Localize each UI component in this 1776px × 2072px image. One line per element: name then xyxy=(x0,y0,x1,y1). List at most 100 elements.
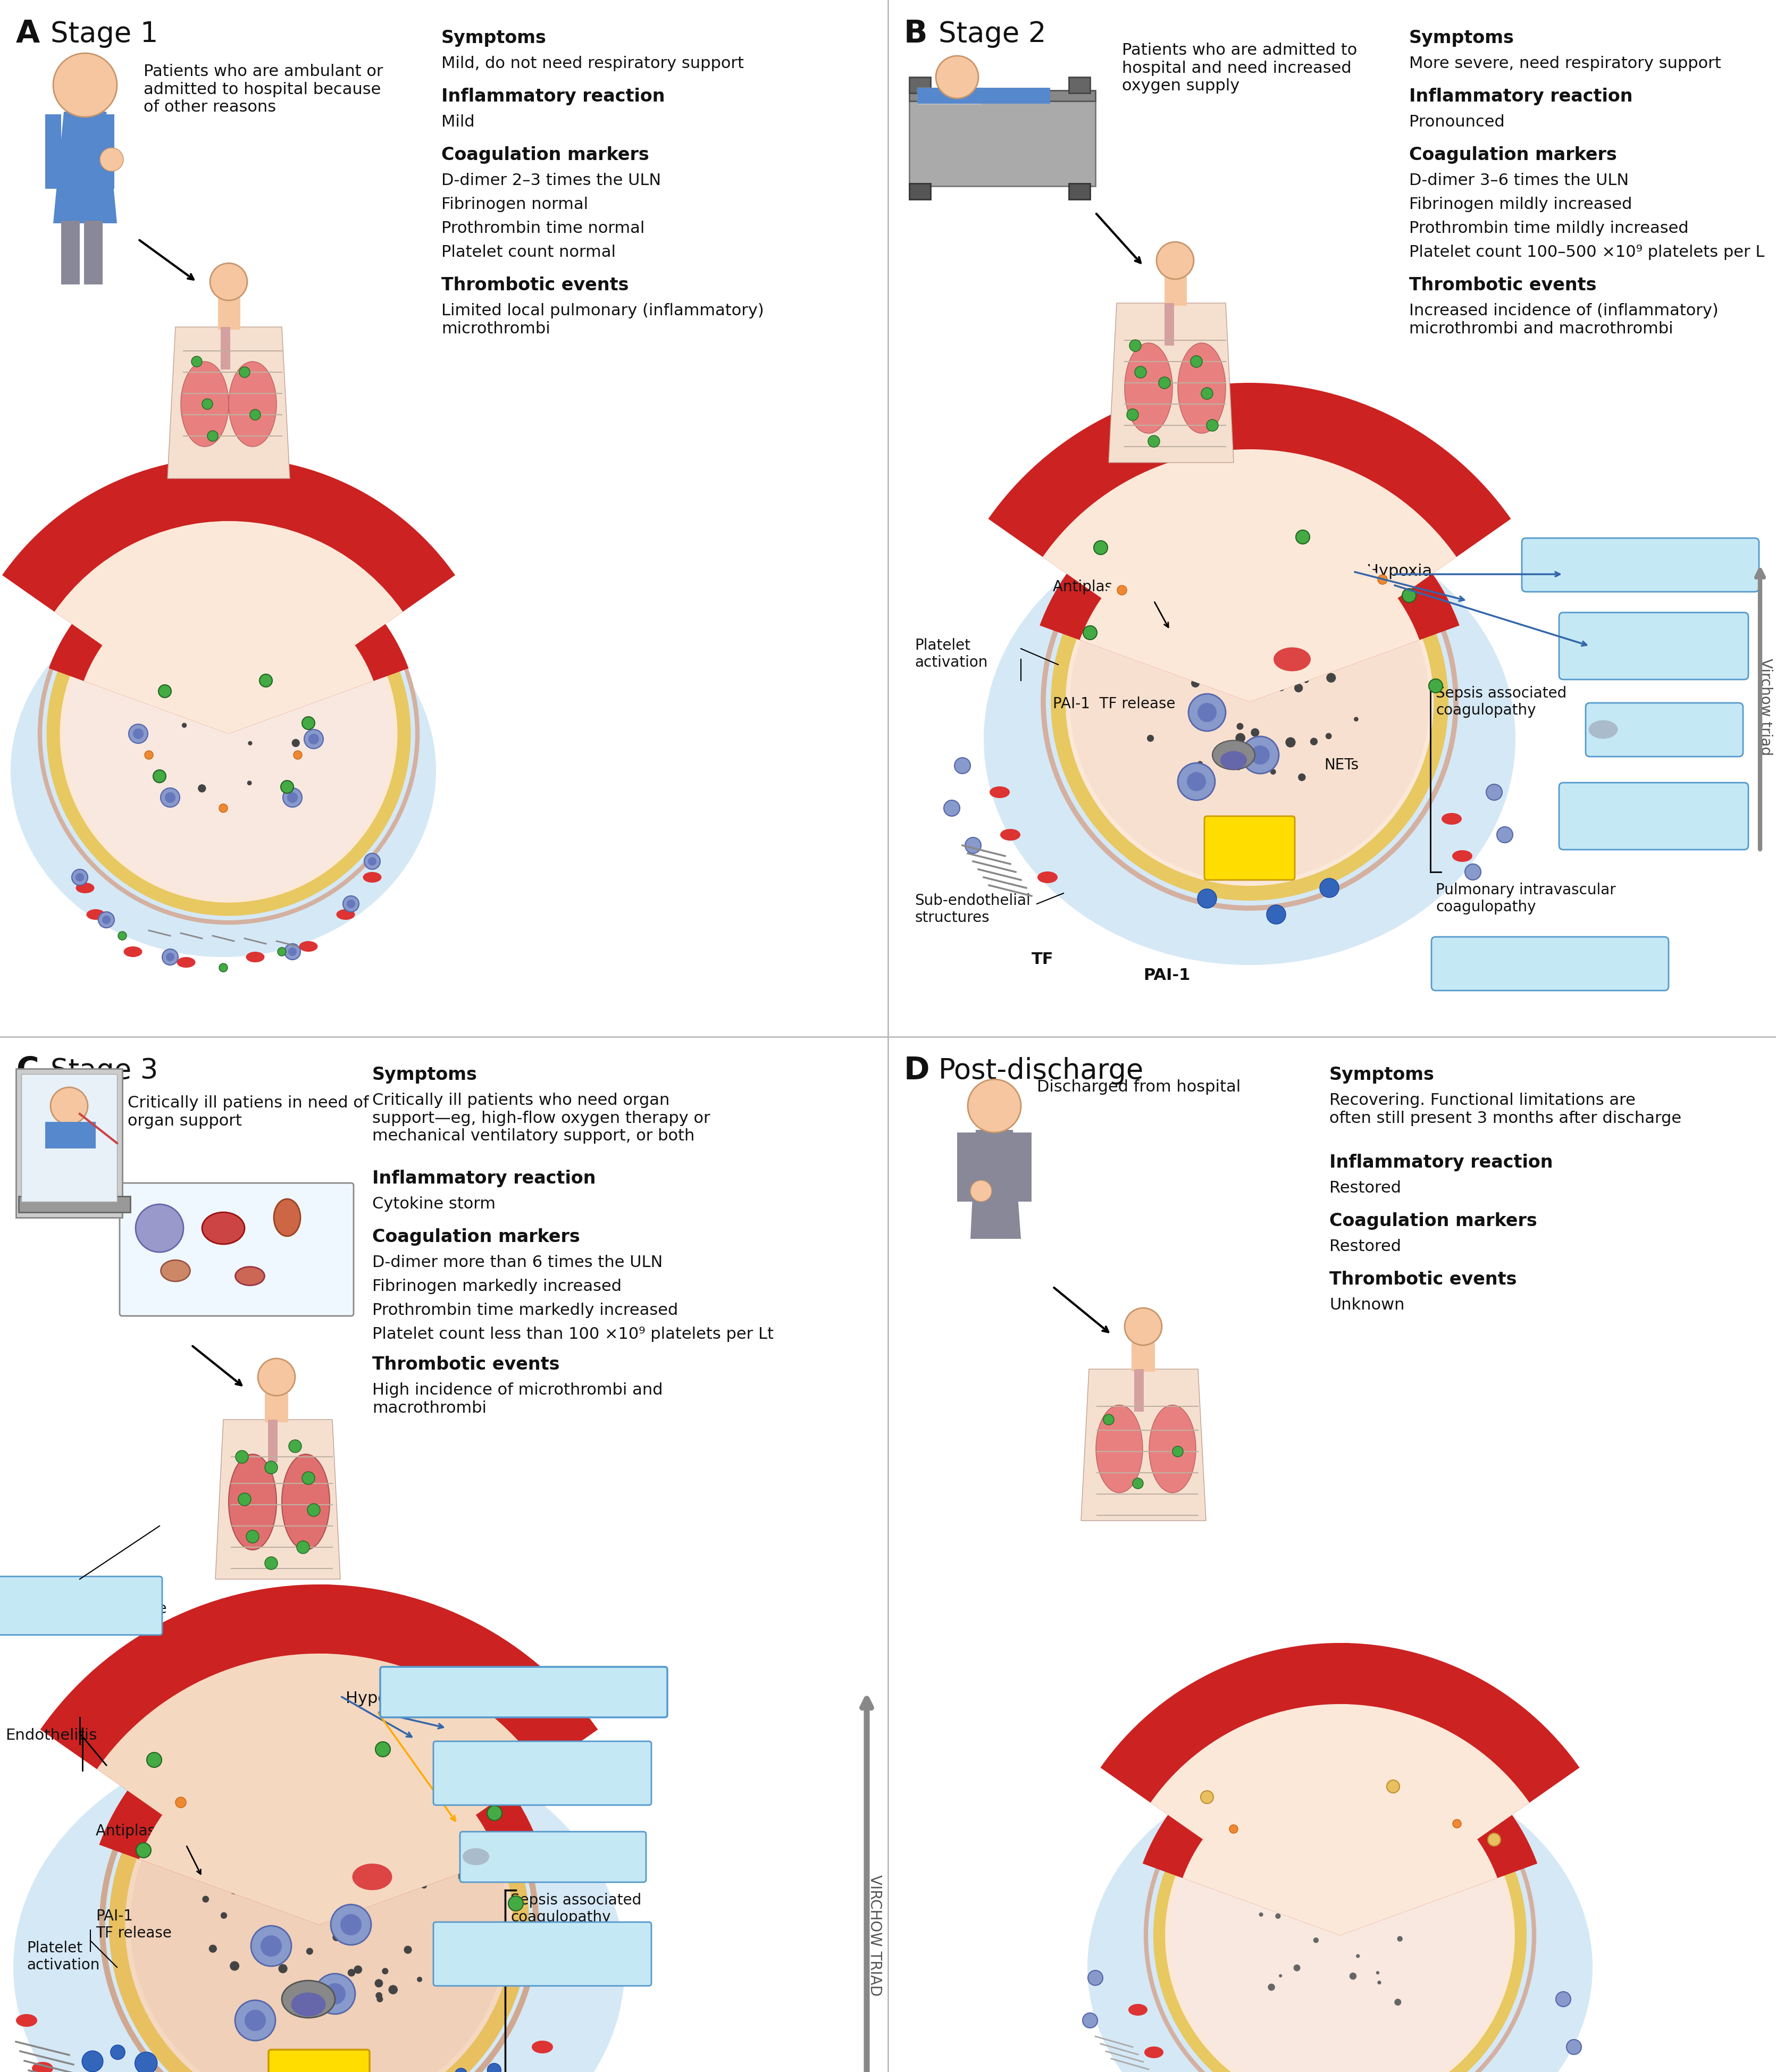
Circle shape xyxy=(377,1883,384,1890)
Circle shape xyxy=(1268,1983,1275,1991)
Text: Prothrombin time normal: Prothrombin time normal xyxy=(442,220,645,236)
Circle shape xyxy=(1566,2039,1581,2055)
Circle shape xyxy=(1497,827,1513,843)
Wedge shape xyxy=(1080,520,1419,702)
Text: D-dimer 2–3 times the ULN: D-dimer 2–3 times the ULN xyxy=(442,172,661,189)
Circle shape xyxy=(1094,541,1108,555)
Circle shape xyxy=(284,646,289,651)
Circle shape xyxy=(421,1883,426,1888)
Text: Cytokine storm: Cytokine storm xyxy=(373,1196,496,1212)
Ellipse shape xyxy=(1144,2047,1163,2057)
Circle shape xyxy=(1236,723,1243,729)
Circle shape xyxy=(1302,665,1309,671)
Circle shape xyxy=(291,665,297,671)
Polygon shape xyxy=(1108,303,1234,462)
Circle shape xyxy=(135,1204,183,1251)
Bar xyxy=(98,114,114,189)
Text: PEEP: PEEP xyxy=(456,1869,490,1881)
Text: Patients who are admitted to
hospital and need increased
oxygen supply: Patients who are admitted to hospital an… xyxy=(1122,44,1357,93)
FancyBboxPatch shape xyxy=(1586,702,1742,756)
Circle shape xyxy=(384,1857,392,1865)
Circle shape xyxy=(210,263,247,300)
FancyBboxPatch shape xyxy=(433,1740,652,1805)
Circle shape xyxy=(240,367,250,377)
Circle shape xyxy=(291,740,300,748)
Circle shape xyxy=(1197,760,1202,767)
Circle shape xyxy=(1170,1765,1510,2072)
Circle shape xyxy=(162,949,178,966)
Text: Patients who are ambulant or
admitted to hospital because
of other reasons: Patients who are ambulant or admitted to… xyxy=(144,64,384,114)
Circle shape xyxy=(147,1753,162,1767)
Circle shape xyxy=(1311,738,1318,746)
Circle shape xyxy=(1302,1875,1309,1881)
Bar xyxy=(909,77,931,93)
Ellipse shape xyxy=(362,872,382,883)
Bar xyxy=(44,1121,96,1148)
Circle shape xyxy=(487,1805,503,1821)
Circle shape xyxy=(181,675,188,684)
Circle shape xyxy=(297,1542,309,1554)
Ellipse shape xyxy=(1442,812,1462,825)
Circle shape xyxy=(99,147,123,172)
Circle shape xyxy=(197,785,206,792)
FancyBboxPatch shape xyxy=(1559,783,1748,850)
Text: Hypoxia: Hypoxia xyxy=(346,1691,412,1705)
Circle shape xyxy=(305,1948,313,1954)
Circle shape xyxy=(277,947,286,955)
Circle shape xyxy=(1083,626,1098,640)
Wedge shape xyxy=(83,580,373,733)
Circle shape xyxy=(249,640,254,646)
Circle shape xyxy=(101,916,110,924)
Bar xyxy=(1069,77,1090,93)
Text: II-6
TGF-β: II-6 TGF-β xyxy=(279,2060,332,2072)
Ellipse shape xyxy=(1037,872,1058,883)
Circle shape xyxy=(1236,767,1241,771)
Circle shape xyxy=(1156,242,1193,280)
Circle shape xyxy=(238,1494,250,1506)
Circle shape xyxy=(259,673,272,688)
Text: Prothrombin time mildly increased: Prothrombin time mildly increased xyxy=(1408,220,1689,236)
Ellipse shape xyxy=(1124,344,1172,433)
Bar xyxy=(218,298,240,329)
Bar xyxy=(916,87,980,104)
Circle shape xyxy=(1259,1912,1263,1917)
Text: Recovering. Functional limitations are
often still present 3 months after discha: Recovering. Functional limitations are o… xyxy=(1330,1092,1682,1125)
Circle shape xyxy=(1201,1790,1213,1803)
Text: Venous thromboembolism: Venous thromboembolism xyxy=(1536,547,1740,562)
Circle shape xyxy=(346,899,355,908)
FancyBboxPatch shape xyxy=(1204,816,1295,881)
Text: Inflammatory reaction: Inflammatory reaction xyxy=(1408,87,1632,106)
Circle shape xyxy=(220,1912,227,1919)
Wedge shape xyxy=(320,1653,542,1925)
Ellipse shape xyxy=(1128,2004,1147,2016)
Wedge shape xyxy=(1039,479,1460,702)
Circle shape xyxy=(53,54,117,116)
Text: D-dimer more than 6 times the ULN: D-dimer more than 6 times the ULN xyxy=(373,1256,662,1270)
Circle shape xyxy=(218,963,227,972)
Circle shape xyxy=(268,1838,277,1848)
Circle shape xyxy=(250,410,261,421)
Circle shape xyxy=(341,1915,362,1935)
Circle shape xyxy=(1286,738,1296,748)
Circle shape xyxy=(1376,1970,1380,1975)
Text: A: A xyxy=(16,19,39,50)
Circle shape xyxy=(320,1989,329,1997)
Circle shape xyxy=(1378,1981,1382,1985)
Bar xyxy=(60,220,80,284)
Circle shape xyxy=(1186,773,1206,792)
Text: Platelet count normal: Platelet count normal xyxy=(442,244,616,259)
Circle shape xyxy=(1130,340,1142,352)
Circle shape xyxy=(1172,1446,1183,1457)
Polygon shape xyxy=(53,112,117,224)
Circle shape xyxy=(1250,727,1259,738)
Wedge shape xyxy=(1043,450,1250,702)
Text: Stasis: Stasis xyxy=(483,1840,529,1854)
Circle shape xyxy=(1350,1973,1357,1979)
Polygon shape xyxy=(215,1419,341,1579)
FancyBboxPatch shape xyxy=(433,1923,652,1985)
Text: VIRCHOW TRIAD: VIRCHOW TRIAD xyxy=(867,1875,883,1995)
Circle shape xyxy=(304,729,323,748)
Bar xyxy=(220,327,231,369)
Polygon shape xyxy=(1082,1370,1206,1521)
Circle shape xyxy=(76,872,83,881)
